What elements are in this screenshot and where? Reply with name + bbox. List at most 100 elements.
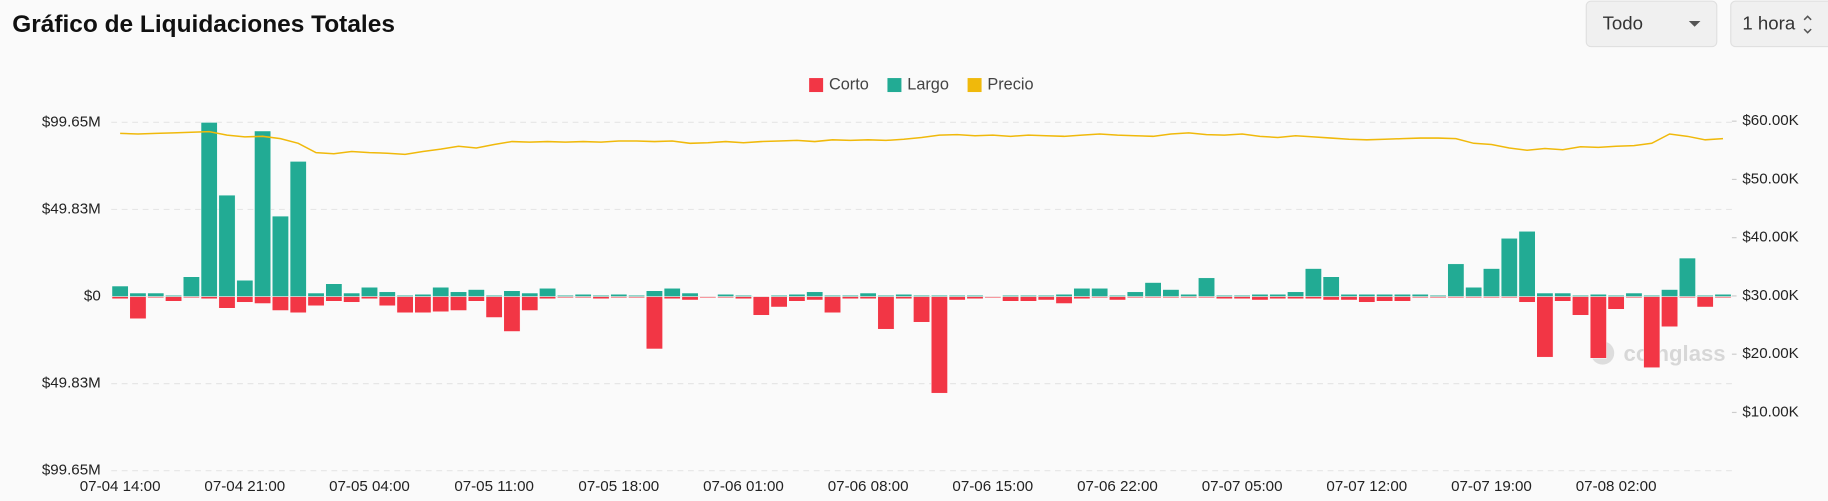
bar: [1304, 268, 1322, 297]
bar: [646, 290, 663, 297]
bar: [1162, 289, 1180, 297]
bar: [147, 292, 165, 297]
x-tick-label: 07-08 02:00: [1576, 478, 1657, 495]
bar: [1037, 296, 1055, 301]
bar: [236, 296, 254, 303]
y2-tick-label: $30.00K: [1742, 287, 1798, 304]
y-tick-label: $49.83M: [42, 375, 101, 392]
bar: [254, 296, 272, 304]
bar: [1091, 288, 1109, 297]
bar: [699, 295, 717, 297]
y2-tick-label: $40.00K: [1742, 229, 1798, 246]
bar: [895, 296, 913, 300]
bar: [574, 294, 592, 297]
bar: [1661, 289, 1678, 297]
bar: [1678, 257, 1696, 297]
bar: [895, 294, 913, 297]
bar: [361, 287, 378, 297]
bar: [450, 291, 467, 297]
bar: [1287, 296, 1304, 300]
bar: [289, 296, 307, 314]
select-arrow: [1803, 15, 1812, 34]
bar: [485, 295, 503, 297]
bar: [200, 122, 218, 297]
bar: [1037, 295, 1055, 297]
bar: [1215, 295, 1233, 297]
bar: [913, 295, 930, 297]
bar: [503, 296, 521, 332]
x-tick-label: 07-06 08:00: [828, 478, 909, 495]
bar: [129, 296, 147, 319]
legend: Corto Largo Precio: [809, 75, 1034, 93]
bar: [1233, 296, 1251, 300]
bar: [1358, 294, 1376, 297]
bar: [272, 215, 289, 297]
bar: [859, 296, 877, 300]
bar: [1020, 295, 1037, 297]
select-value[interactable]: Todo: [1603, 12, 1643, 33]
select-value[interactable]: 1 hora: [1742, 12, 1795, 33]
bar: [1002, 295, 1020, 297]
legend-swatch: [967, 78, 982, 93]
bar: [1589, 294, 1607, 297]
bar: [663, 288, 681, 297]
legend-swatch: [887, 78, 902, 93]
bar: [966, 295, 984, 297]
bar: [539, 296, 556, 300]
bar: [1696, 295, 1714, 297]
bar: [1376, 294, 1394, 297]
bar: [859, 292, 877, 297]
exchange-select[interactable]: Todo: [1585, 0, 1718, 48]
bar: [1518, 296, 1536, 303]
bar: [307, 292, 325, 297]
interval-select[interactable]: 1 hora: [1730, 0, 1828, 48]
bar: [325, 283, 343, 297]
select-box[interactable]: [1730, 0, 1828, 48]
y-tick-label: $99.65M: [42, 462, 101, 479]
bar: [841, 295, 859, 297]
bar: [1198, 277, 1215, 297]
bar: [272, 296, 289, 311]
bar: [1554, 292, 1572, 297]
bar: [1358, 296, 1376, 303]
watermark: coinglass: [1590, 341, 1726, 366]
bar: [1233, 295, 1251, 297]
bar: [1020, 296, 1037, 302]
bar: [752, 295, 770, 297]
y-tick-label: $49.83M: [42, 200, 101, 217]
bar: [1429, 295, 1447, 297]
select-arrow: [1688, 20, 1701, 27]
bar: [1144, 282, 1162, 297]
x-tick-label: 07-05 11:00: [454, 478, 534, 495]
bar: [1643, 295, 1661, 297]
bar: [877, 295, 895, 297]
bar: [1483, 268, 1500, 297]
y2-tick-label: $10.00K: [1742, 403, 1798, 420]
x-tick-label: 07-06 01:00: [703, 478, 784, 495]
y-tick-label: $0: [84, 288, 101, 305]
bar: [1714, 294, 1732, 297]
select-box[interactable]: [1585, 0, 1718, 48]
bar: [432, 287, 450, 297]
bar: [966, 296, 984, 300]
bar: [200, 296, 218, 300]
bar: [396, 295, 414, 297]
watermark-text: coinglass: [1624, 341, 1726, 366]
bar: [806, 296, 824, 301]
bar: [182, 276, 200, 297]
bar: [218, 296, 236, 309]
bar: [414, 296, 432, 314]
bar: [1376, 296, 1394, 302]
bar: [1251, 294, 1269, 297]
bar: [1554, 296, 1572, 302]
legend-label: Precio: [987, 75, 1033, 93]
bar: [1269, 296, 1287, 300]
bar: [1002, 296, 1020, 302]
bar: [628, 295, 646, 297]
x-tick-label: 07-07 12:00: [1326, 478, 1407, 495]
bar: [361, 296, 378, 300]
bar: [788, 296, 806, 302]
x-tick-label: 07-05 04:00: [329, 478, 410, 495]
bar: [1394, 294, 1411, 297]
